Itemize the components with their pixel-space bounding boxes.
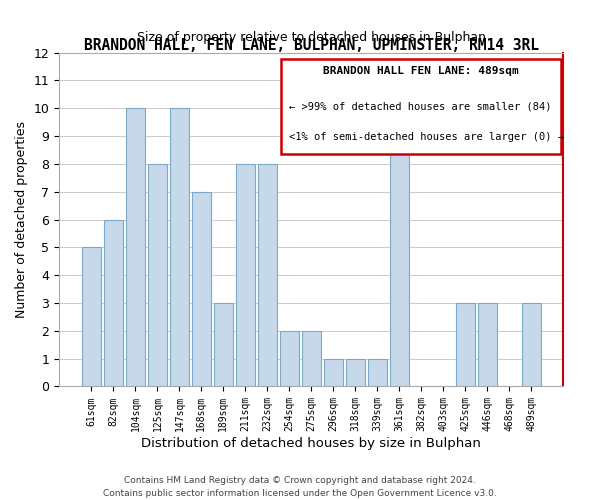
Title: BRANDON HALL, FEN LANE, BULPHAN, UPMINSTER, RM14 3RL: BRANDON HALL, FEN LANE, BULPHAN, UPMINST…	[84, 38, 539, 52]
Bar	[126, 108, 145, 386]
Bar	[214, 303, 233, 386]
Bar	[302, 331, 320, 386]
Bar	[82, 248, 101, 386]
Bar	[236, 164, 254, 386]
X-axis label: Distribution of detached houses by size in Bulphan: Distribution of detached houses by size …	[142, 437, 481, 450]
Text: <1% of semi-detached houses are larger (0) →: <1% of semi-detached houses are larger (…	[289, 132, 563, 142]
Text: BRANDON HALL FEN LANE: 489sqm: BRANDON HALL FEN LANE: 489sqm	[323, 66, 519, 76]
Bar	[170, 108, 189, 386]
Text: Size of property relative to detached houses in Bulphan: Size of property relative to detached ho…	[137, 32, 486, 44]
FancyBboxPatch shape	[281, 60, 561, 154]
Bar	[324, 358, 343, 386]
Y-axis label: Number of detached properties: Number of detached properties	[15, 121, 28, 318]
Bar	[522, 303, 541, 386]
Bar	[280, 331, 299, 386]
Bar	[478, 303, 497, 386]
Bar	[346, 358, 365, 386]
Bar	[258, 164, 277, 386]
Bar	[390, 136, 409, 386]
Bar	[148, 164, 167, 386]
Bar	[192, 192, 211, 386]
Bar	[368, 358, 386, 386]
Bar	[104, 220, 123, 386]
Text: ← >99% of detached houses are smaller (84): ← >99% of detached houses are smaller (8…	[289, 102, 551, 112]
Text: Contains HM Land Registry data © Crown copyright and database right 2024.
Contai: Contains HM Land Registry data © Crown c…	[103, 476, 497, 498]
Bar	[456, 303, 475, 386]
